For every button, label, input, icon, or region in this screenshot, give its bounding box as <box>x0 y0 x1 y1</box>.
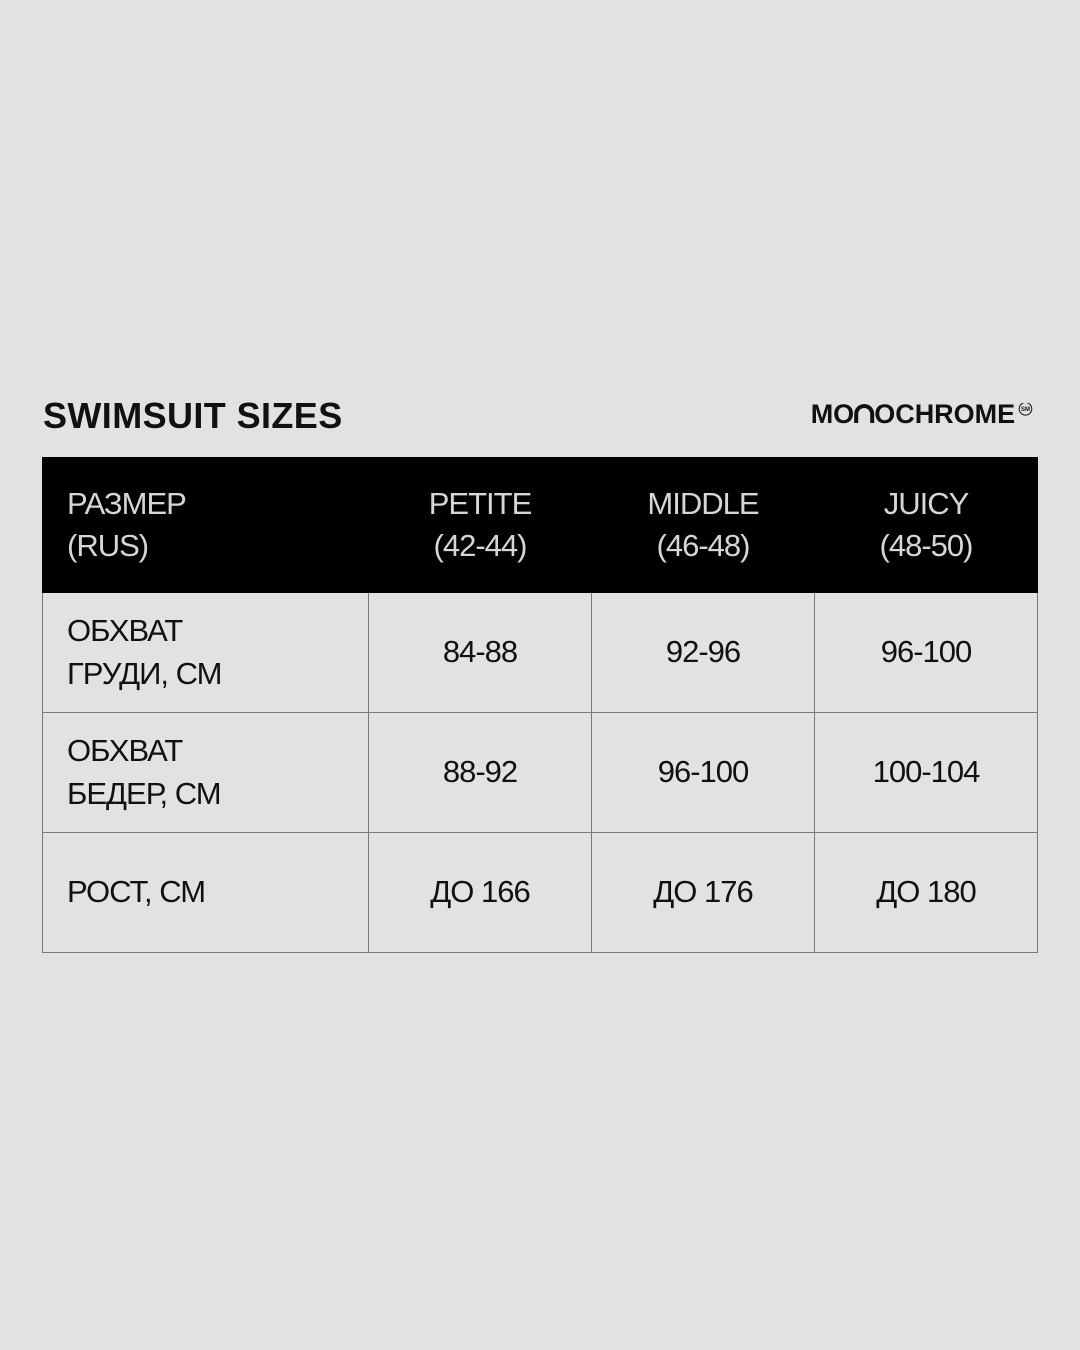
svg-text:OCHROME: OCHROME <box>874 403 1015 429</box>
svg-text:SM: SM <box>1021 407 1030 413</box>
svg-text:MO: MO <box>811 403 855 429</box>
